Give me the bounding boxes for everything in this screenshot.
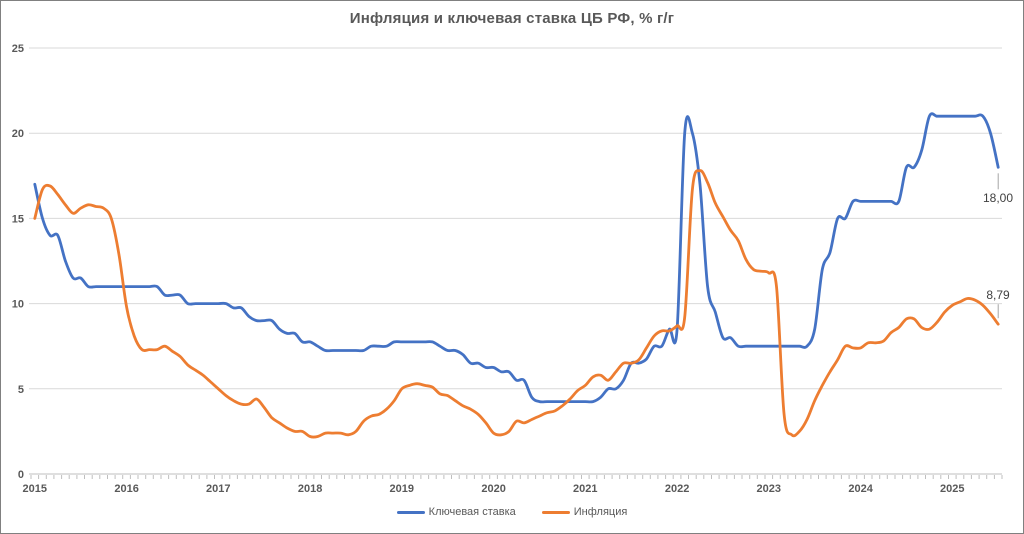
key-rate-line	[33, 112, 1000, 404]
y-tick-label: 15	[12, 213, 24, 225]
x-tick-label: 2024	[848, 483, 873, 495]
x-tick-label: 2016	[114, 483, 138, 495]
chart-legend: Ключевая ставка Инфляция	[1, 506, 1023, 518]
x-tick-label: 2017	[206, 483, 230, 495]
x-tick-label: 2021	[573, 483, 597, 495]
y-tick-label: 10	[12, 299, 24, 311]
key-rate-line-swatch-icon	[396, 510, 425, 514]
y-tick-label: 20	[12, 128, 24, 140]
end-label-inflation: 8,79	[986, 288, 1010, 302]
legend-item-inflation: Инфляция	[541, 506, 628, 518]
legend-label-inflation: Инфляция	[573, 506, 628, 518]
x-tick-label: 2025	[940, 483, 964, 495]
x-tick-label: 2015	[23, 483, 47, 495]
x-tick-label: 2018	[298, 483, 322, 495]
x-tick-label: 2019	[390, 483, 414, 495]
x-tick-label: 2020	[481, 483, 505, 495]
inflation-line	[33, 169, 1000, 439]
end-label-key-rate: 18,00	[982, 191, 1014, 205]
legend-item-key-rate: Ключевая ставка	[396, 506, 516, 518]
y-tick-label: 25	[12, 43, 24, 55]
legend-label-key-rate: Ключевая ставка	[428, 506, 516, 518]
y-tick-label: 0	[18, 469, 24, 481]
chart-title: Инфляция и ключевая ставка ЦБ РФ, % г/г	[349, 10, 675, 27]
y-tick-label: 5	[18, 384, 24, 396]
x-tick-label: 2023	[757, 483, 781, 495]
x-tick-label: 2022	[665, 483, 689, 495]
inflation-line-swatch-icon	[541, 510, 570, 514]
